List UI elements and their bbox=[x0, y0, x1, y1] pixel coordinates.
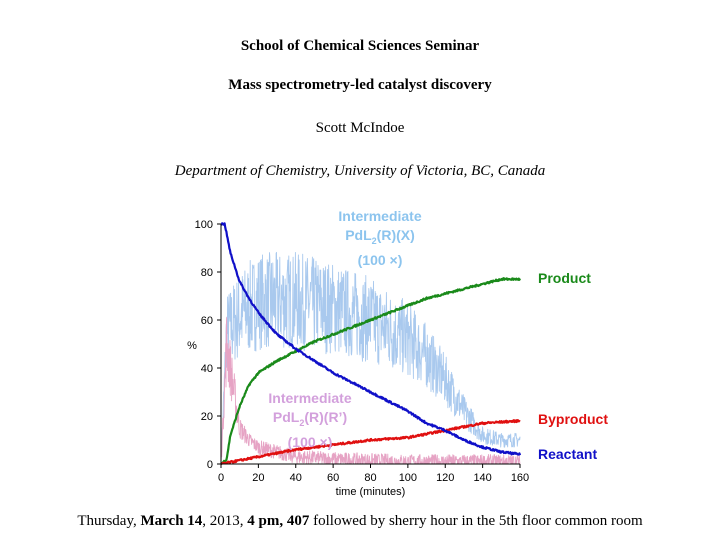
affiliation: Department of Chemistry, University of V… bbox=[174, 163, 546, 179]
series-line-3 bbox=[220, 419, 521, 465]
y-tick-label: 20 bbox=[201, 411, 213, 423]
seminar-heading: School of Chemical Sciences Seminar bbox=[240, 38, 480, 54]
y-tick-label: 80 bbox=[201, 267, 213, 279]
label-line: PdL2(R)(R’) bbox=[272, 409, 348, 428]
label-line: (100 ×) bbox=[357, 251, 403, 268]
x-axis-label: time (minutes) bbox=[336, 486, 406, 498]
y-axis-label: % bbox=[187, 340, 197, 352]
series-line-2 bbox=[220, 277, 521, 465]
x-tick-label: 120 bbox=[436, 472, 454, 484]
footer-day: Thursday, bbox=[77, 513, 141, 529]
talk-title: Mass spectrometry-led catalyst discovery bbox=[228, 77, 492, 93]
x-tick-label: 100 bbox=[399, 472, 417, 484]
footer-rest: followed by sherry hour in the 5th floor… bbox=[309, 513, 643, 529]
y-tick-label: 0 bbox=[207, 459, 213, 471]
label-product: Product bbox=[538, 270, 591, 286]
x-tick-label: 0 bbox=[218, 472, 224, 484]
series-line-4 bbox=[220, 222, 522, 456]
x-tick-label: 60 bbox=[327, 472, 339, 484]
label-intermediate-rr: Intermediate PdL2(R)(R’) (100 ×) bbox=[250, 389, 370, 452]
series-line-0 bbox=[220, 251, 521, 465]
footer-line: Thursday, March 14, 2013, 4 pm, 407 foll… bbox=[0, 513, 720, 530]
y-tick-label: 100 bbox=[195, 219, 213, 231]
footer-date: March 14 bbox=[140, 513, 203, 529]
label-intermediate-x: Intermediate PdL2(R)(X) (100 ×) bbox=[320, 207, 440, 270]
label-line: PdL2(R)(X) bbox=[345, 227, 415, 246]
x-tick-label: 140 bbox=[473, 472, 491, 484]
x-tick-label: 20 bbox=[252, 472, 264, 484]
label-line: (100 ×) bbox=[287, 433, 333, 450]
x-tick-label: 80 bbox=[364, 472, 376, 484]
x-tick-label: 160 bbox=[511, 472, 529, 484]
label-byproduct: Byproduct bbox=[538, 411, 608, 427]
label-line: Intermediate bbox=[268, 390, 352, 406]
series-line-1 bbox=[220, 317, 521, 465]
y-tick-label: 40 bbox=[201, 363, 213, 375]
speaker-name: Scott McIndoe bbox=[315, 120, 405, 136]
label-line: Intermediate bbox=[338, 208, 422, 224]
footer-year: , 2013, bbox=[202, 513, 248, 529]
footer-time-room: 4 pm, 407 bbox=[247, 513, 310, 529]
label-reactant: Reactant bbox=[538, 446, 598, 462]
y-tick-label: 60 bbox=[201, 315, 213, 327]
x-tick-label: 40 bbox=[290, 472, 302, 484]
